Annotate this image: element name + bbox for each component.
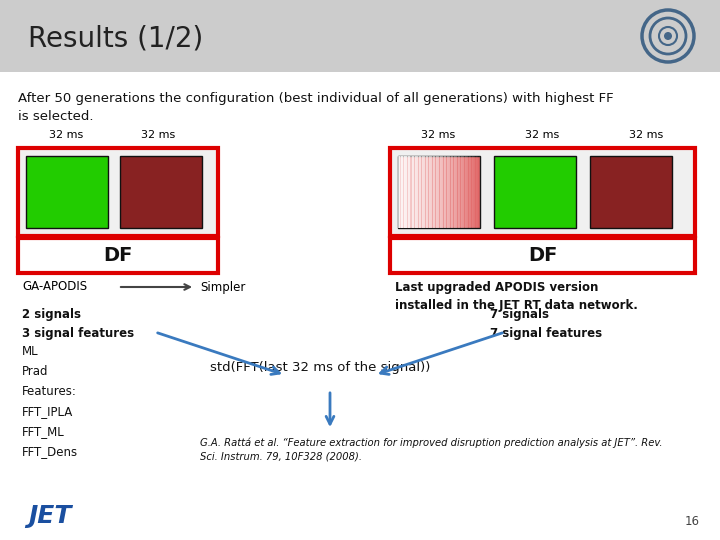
Bar <box>458 156 460 228</box>
Bar <box>451 156 453 228</box>
Bar <box>459 156 462 228</box>
Bar <box>449 156 451 228</box>
Bar <box>438 156 441 228</box>
Bar <box>455 156 457 228</box>
Bar <box>443 156 445 228</box>
Bar <box>494 156 576 228</box>
Text: 32 ms: 32 ms <box>629 130 663 140</box>
Bar <box>433 156 435 228</box>
Text: Simpler: Simpler <box>200 280 246 294</box>
Bar <box>446 156 449 228</box>
Bar <box>413 156 415 228</box>
Text: 16: 16 <box>685 515 700 528</box>
Text: 32 ms: 32 ms <box>525 130 559 140</box>
Bar <box>0 72 720 540</box>
Bar <box>410 156 413 228</box>
Bar <box>0 0 720 72</box>
Bar <box>419 156 421 228</box>
Bar <box>472 156 474 228</box>
Text: GA-APODIS: GA-APODIS <box>22 280 87 294</box>
Text: 32 ms: 32 ms <box>141 130 175 140</box>
Bar <box>18 238 218 273</box>
Bar <box>437 156 439 228</box>
Bar <box>452 156 454 228</box>
Bar <box>473 156 475 228</box>
Bar <box>422 156 424 228</box>
Bar <box>427 156 430 228</box>
Bar <box>479 156 481 228</box>
Bar <box>431 156 433 228</box>
Bar <box>416 156 418 228</box>
Bar <box>398 156 400 228</box>
Bar <box>423 156 426 228</box>
Bar <box>440 156 442 228</box>
Bar <box>402 156 405 228</box>
Text: 2 signals
3 signal features: 2 signals 3 signal features <box>22 308 134 340</box>
Circle shape <box>664 32 672 40</box>
Bar <box>477 156 480 228</box>
Bar <box>461 156 463 228</box>
Bar <box>470 156 472 228</box>
Bar <box>436 156 438 228</box>
Bar <box>456 156 459 228</box>
Bar <box>401 156 403 228</box>
Bar <box>441 156 444 228</box>
Bar <box>415 156 417 228</box>
Bar <box>390 148 695 236</box>
Text: 32 ms: 32 ms <box>49 130 83 140</box>
Bar <box>408 156 410 228</box>
Bar <box>444 156 446 228</box>
Text: std(FFT(last 32 ms of the signal)): std(FFT(last 32 ms of the signal)) <box>210 361 431 375</box>
Text: After 50 generations the configuration (best individual of all generations) with: After 50 generations the configuration (… <box>18 92 613 123</box>
Bar <box>26 156 108 228</box>
Bar <box>418 156 420 228</box>
Bar <box>454 156 456 228</box>
Bar <box>420 156 423 228</box>
Bar <box>464 156 467 228</box>
Text: ML
Prad
Features:
FFT_IPLA
FFT_ML
FFT_Dens: ML Prad Features: FFT_IPLA FFT_ML FFT_De… <box>22 345 78 458</box>
Text: 7 signals
7 signal features: 7 signals 7 signal features <box>490 308 602 340</box>
Bar <box>406 156 409 228</box>
Bar <box>120 156 202 228</box>
Bar <box>590 156 672 228</box>
Bar <box>464 156 466 228</box>
Bar <box>466 156 469 228</box>
Bar <box>18 148 218 236</box>
Bar <box>474 156 477 228</box>
Text: JET: JET <box>28 504 71 528</box>
Bar <box>412 156 414 228</box>
Bar <box>469 156 472 228</box>
Text: DF: DF <box>528 246 557 265</box>
Bar <box>405 156 408 228</box>
Bar <box>434 156 436 228</box>
Text: DF: DF <box>103 246 132 265</box>
Bar <box>403 156 406 228</box>
Bar <box>426 156 428 228</box>
Bar <box>400 156 402 228</box>
Bar <box>409 156 412 228</box>
Bar <box>428 156 431 228</box>
Bar <box>390 238 695 273</box>
Text: G.A. Rattá et al. “Feature extraction for improved disruption prediction analysi: G.A. Rattá et al. “Feature extraction fo… <box>200 438 662 462</box>
Bar <box>398 156 480 228</box>
Bar <box>430 156 432 228</box>
Text: 32 ms: 32 ms <box>421 130 455 140</box>
Bar <box>424 156 427 228</box>
Bar <box>467 156 470 228</box>
Bar <box>462 156 464 228</box>
Text: Last upgraded APODIS version
installed in the JET RT data network.: Last upgraded APODIS version installed i… <box>395 281 638 312</box>
Bar <box>476 156 478 228</box>
Bar <box>480 156 482 228</box>
Bar <box>445 156 448 228</box>
Bar <box>448 156 451 228</box>
Text: Results (1/2): Results (1/2) <box>28 24 203 52</box>
